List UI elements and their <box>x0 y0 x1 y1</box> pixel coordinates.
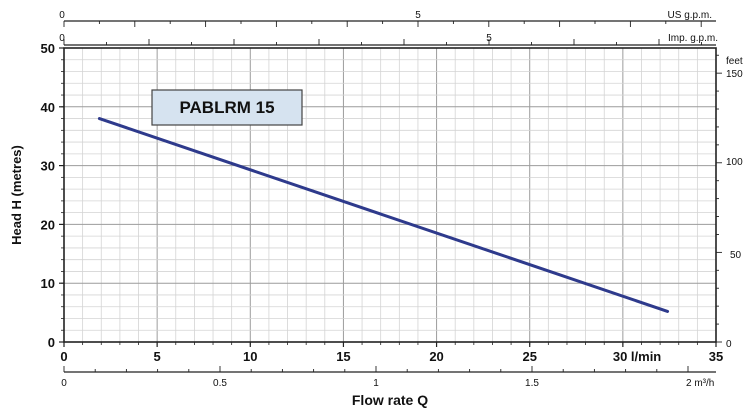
feet-tick-150: 150 <box>726 69 743 80</box>
x-tick-label: 5 <box>154 349 161 364</box>
x-tick-label: 30 l/min <box>613 349 661 364</box>
m3h-label: 2 m³/h <box>686 378 714 389</box>
x-tick-label: 35 <box>709 349 723 364</box>
top-us-gpm-axis: 0 5 US g.p.m. <box>59 10 716 27</box>
m3h-tick-1-5: 1.5 <box>525 378 539 389</box>
right-feet-axis: feet 150 100 50 0 <box>716 54 743 350</box>
plot-frame <box>63 47 717 343</box>
m3h-tick-0: 0 <box>61 378 67 389</box>
feet-tick-0: 0 <box>726 339 732 350</box>
series-line-pablrm-15 <box>97 117 670 313</box>
chart-title: PABLRM 15 <box>179 98 274 117</box>
us-gpm-label: US g.p.m. <box>668 10 712 21</box>
feet-tick-100: 100 <box>726 157 743 168</box>
y-tick-label: 30 <box>41 159 55 174</box>
y-tick-label: 20 <box>41 217 55 232</box>
y-tick-label: 40 <box>41 100 55 115</box>
x-axis-label: Flow rate Q <box>352 392 428 408</box>
imp-gpm-label: Imp. g.p.m. <box>668 33 718 44</box>
series-group <box>97 117 670 313</box>
model-label-box: PABLRM 15 <box>151 89 303 126</box>
y-axis-ticks: 0 10 20 30 40 50 <box>41 41 64 350</box>
x-tick-label: 0 <box>60 349 67 364</box>
y-axis-label: Head H (metres) <box>9 145 24 245</box>
imp-gpm-tick-5: 5 <box>486 33 492 44</box>
bottom-m3h-axis: 0 0.5 1 1.5 2 m³/h <box>61 366 716 389</box>
us-gpm-tick-5: 5 <box>415 10 421 21</box>
x-tick-label: 15 <box>336 349 350 364</box>
feet-label: feet <box>726 56 743 67</box>
m3h-tick-0-5: 0.5 <box>213 378 227 389</box>
x-tick-label: 20 <box>429 349 443 364</box>
us-gpm-tick-0: 0 <box>59 10 65 21</box>
top-imp-gpm-axis: 0 5 Imp. g.p.m. <box>59 33 718 46</box>
x-tick-label: 25 <box>522 349 536 364</box>
imp-gpm-tick-0: 0 <box>59 33 65 44</box>
m3h-tick-1: 1 <box>373 378 379 389</box>
x-tick-label: 10 <box>243 349 257 364</box>
x-axis-ticks: 0 5 10 15 20 25 30 l/min 35 <box>60 342 723 364</box>
y-tick-label: 50 <box>41 41 55 56</box>
y-tick-label: 10 <box>41 276 55 291</box>
feet-tick-50: 50 <box>730 250 742 261</box>
y-tick-label: 0 <box>48 335 55 350</box>
